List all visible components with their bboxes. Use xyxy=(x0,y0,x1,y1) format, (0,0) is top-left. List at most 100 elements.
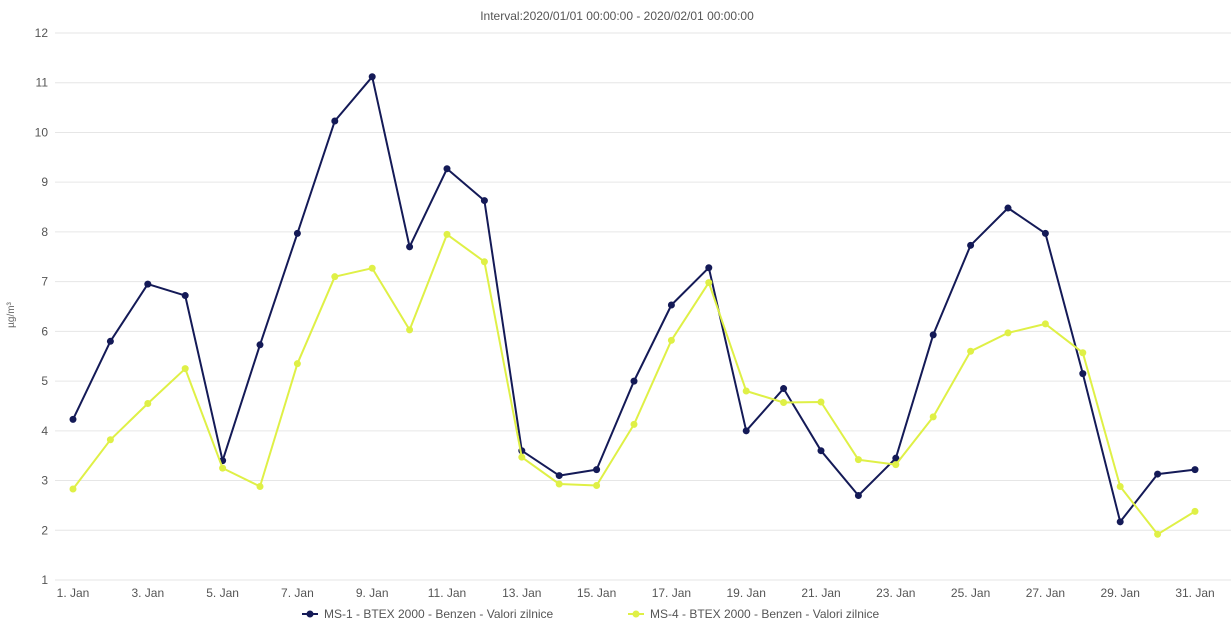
data-point[interactable] xyxy=(480,197,488,205)
y-tick-label: 8 xyxy=(41,225,48,239)
x-tick-label: 21. Jan xyxy=(801,586,840,600)
data-point[interactable] xyxy=(1079,349,1087,357)
x-tick-label: 25. Jan xyxy=(951,586,990,600)
y-tick-label: 1 xyxy=(41,573,48,587)
data-point[interactable] xyxy=(1041,320,1049,328)
legend-item-1[interactable]: MS-1 - BTEX 2000 - Benzen - Valori zilni… xyxy=(302,607,554,621)
data-point[interactable] xyxy=(742,387,750,395)
legend-item-2[interactable]: MS-4 - BTEX 2000 - Benzen - Valori zilni… xyxy=(628,607,880,621)
data-point[interactable] xyxy=(1191,466,1199,474)
data-point[interactable] xyxy=(1191,507,1199,515)
y-tick-label: 7 xyxy=(41,275,48,289)
data-point[interactable] xyxy=(256,483,264,491)
data-point[interactable] xyxy=(854,491,862,499)
y-tick-label: 4 xyxy=(41,424,48,438)
data-point[interactable] xyxy=(1041,229,1049,237)
y-axis-label: µg/m³ xyxy=(6,301,17,327)
data-point[interactable] xyxy=(555,472,563,480)
legend-marker-icon xyxy=(306,610,314,618)
data-point[interactable] xyxy=(780,398,788,406)
data-point[interactable] xyxy=(368,264,376,272)
data-point[interactable] xyxy=(593,466,601,474)
data-point[interactable] xyxy=(780,385,788,393)
x-tick-label: 5. Jan xyxy=(206,586,239,600)
data-point[interactable] xyxy=(705,264,713,272)
data-point[interactable] xyxy=(742,427,750,435)
y-tick-label: 9 xyxy=(41,175,48,189)
legend[interactable]: MS-1 - BTEX 2000 - Benzen - Valori zilni… xyxy=(302,607,880,621)
data-point[interactable] xyxy=(967,241,975,249)
data-point[interactable] xyxy=(817,398,825,406)
data-point[interactable] xyxy=(593,482,601,490)
data-point[interactable] xyxy=(892,461,900,469)
y-tick-label: 2 xyxy=(41,523,48,537)
series-1 xyxy=(69,73,1199,526)
data-point[interactable] xyxy=(967,347,975,355)
data-point[interactable] xyxy=(667,336,675,344)
legend-label: MS-4 - BTEX 2000 - Benzen - Valori zilni… xyxy=(650,607,880,621)
data-point[interactable] xyxy=(667,301,675,309)
data-point[interactable] xyxy=(1154,470,1162,478)
data-point[interactable] xyxy=(181,292,189,300)
data-point[interactable] xyxy=(256,341,264,349)
data-point[interactable] xyxy=(1154,530,1162,538)
y-tick-label: 10 xyxy=(35,125,49,139)
data-point[interactable] xyxy=(331,273,339,281)
data-point[interactable] xyxy=(368,73,376,81)
data-point[interactable] xyxy=(630,420,638,428)
x-tick-label: 31. Jan xyxy=(1175,586,1214,600)
x-tick-label: 7. Jan xyxy=(281,586,314,600)
chart-subtitle: Interval:2020/01/01 00:00:00 - 2020/02/0… xyxy=(480,9,754,23)
y-tick-label: 6 xyxy=(41,324,48,338)
x-tick-label: 17. Jan xyxy=(652,586,691,600)
x-tick-label: 11. Jan xyxy=(428,586,466,600)
x-tick-label: 19. Jan xyxy=(727,586,766,600)
data-point[interactable] xyxy=(443,230,451,238)
data-point[interactable] xyxy=(144,280,152,288)
data-point[interactable] xyxy=(106,337,114,345)
data-point[interactable] xyxy=(443,165,451,173)
x-tick-label: 27. Jan xyxy=(1026,586,1065,600)
data-point[interactable] xyxy=(219,464,227,472)
x-tick-label: 1. Jan xyxy=(57,586,90,600)
x-tick-label: 23. Jan xyxy=(876,586,915,600)
data-point[interactable] xyxy=(630,377,638,385)
data-point[interactable] xyxy=(331,117,339,125)
x-tick-label: 13. Jan xyxy=(502,586,541,600)
data-point[interactable] xyxy=(817,447,825,455)
data-point[interactable] xyxy=(181,365,189,373)
legend-label: MS-1 - BTEX 2000 - Benzen - Valori zilni… xyxy=(324,607,554,621)
x-tick-label: 29. Jan xyxy=(1101,586,1140,600)
data-point[interactable] xyxy=(106,436,114,444)
data-point[interactable] xyxy=(144,399,152,407)
x-tick-label: 3. Jan xyxy=(131,586,164,600)
data-point[interactable] xyxy=(929,413,937,421)
series-line xyxy=(72,75,1196,523)
data-point[interactable] xyxy=(929,331,937,339)
data-point[interactable] xyxy=(705,279,713,287)
data-point[interactable] xyxy=(1116,483,1124,491)
data-point[interactable] xyxy=(1004,329,1012,337)
data-point[interactable] xyxy=(1004,204,1012,212)
y-tick-label: 5 xyxy=(41,374,48,388)
data-point[interactable] xyxy=(892,454,900,462)
data-point[interactable] xyxy=(69,485,77,493)
data-point[interactable] xyxy=(293,360,301,368)
data-point[interactable] xyxy=(69,415,77,423)
data-point[interactable] xyxy=(406,326,414,334)
data-point[interactable] xyxy=(480,258,488,266)
data-point[interactable] xyxy=(555,480,563,488)
data-point[interactable] xyxy=(293,229,301,237)
data-point[interactable] xyxy=(854,456,862,464)
data-point[interactable] xyxy=(1116,518,1124,526)
gridlines xyxy=(55,32,1231,581)
x-tick-label: 9. Jan xyxy=(356,586,389,600)
y-tick-label: 12 xyxy=(35,26,49,40)
data-point[interactable] xyxy=(1079,370,1087,378)
data-point[interactable] xyxy=(406,243,414,251)
y-tick-label: 3 xyxy=(41,474,48,488)
data-point[interactable] xyxy=(518,453,526,461)
legend-marker-icon xyxy=(632,610,640,618)
